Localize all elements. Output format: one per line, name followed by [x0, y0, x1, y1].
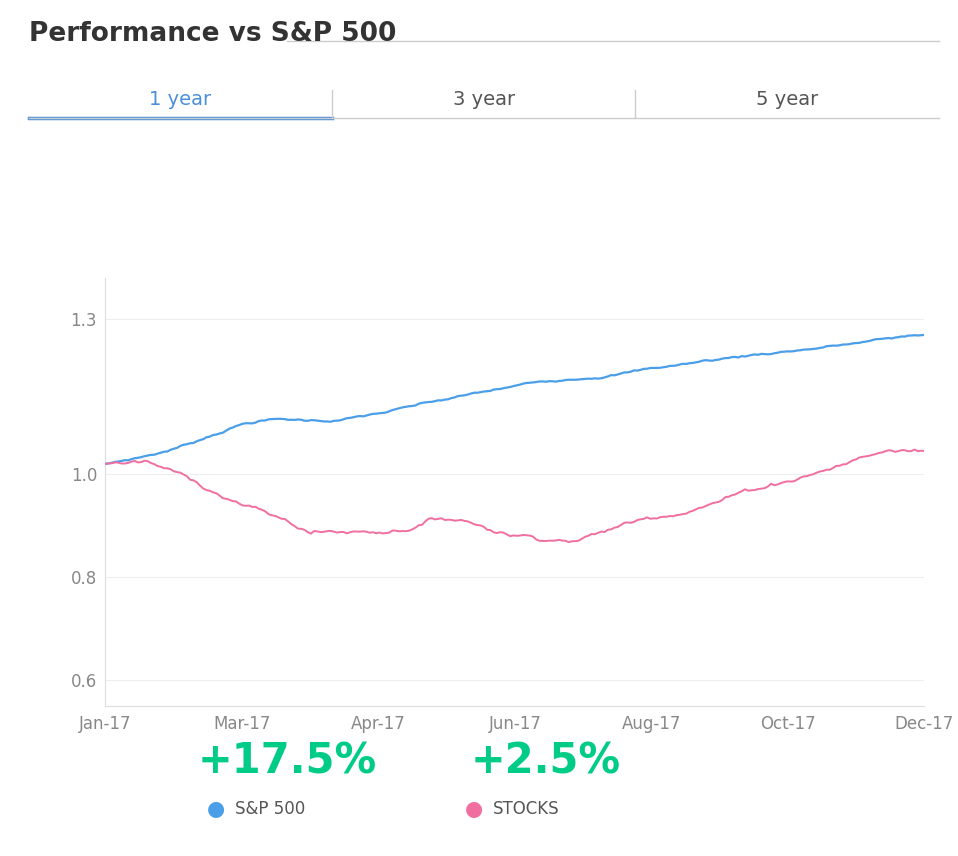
- Text: STOCKS: STOCKS: [493, 800, 560, 818]
- Text: Performance vs S&P 500: Performance vs S&P 500: [29, 21, 396, 47]
- Text: ●: ●: [465, 799, 484, 819]
- Text: 5 year: 5 year: [756, 90, 818, 109]
- Text: 3 year: 3 year: [453, 90, 514, 109]
- Text: S&P 500: S&P 500: [235, 800, 305, 818]
- Text: 1 year: 1 year: [149, 90, 212, 109]
- Text: +17.5%: +17.5%: [197, 740, 377, 782]
- Text: +2.5%: +2.5%: [471, 740, 621, 782]
- Text: ●: ●: [206, 799, 225, 819]
